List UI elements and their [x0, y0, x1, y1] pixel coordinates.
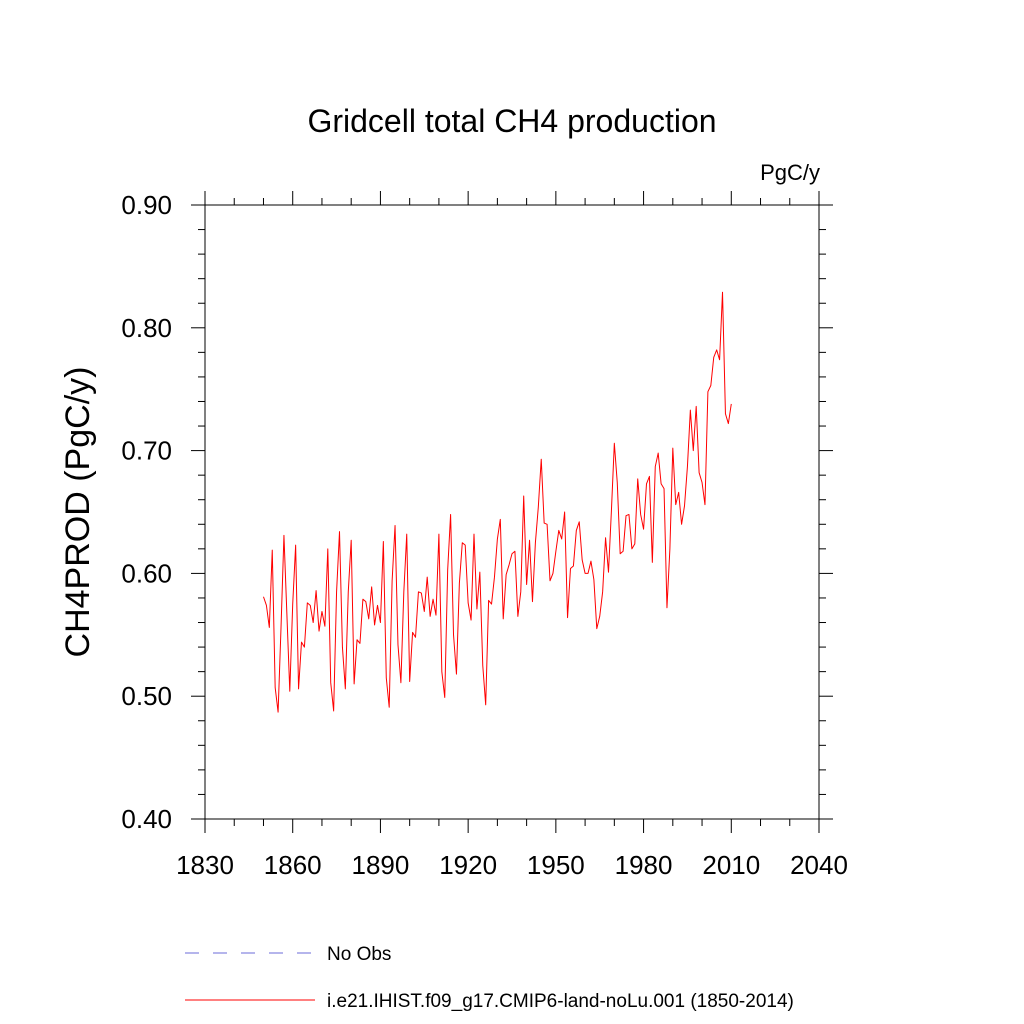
x-tick-label: 2040	[790, 850, 848, 880]
units-label: PgC/y	[760, 160, 820, 185]
y-tick-label: 0.40	[121, 804, 172, 834]
y-tick-labels: 0.40 0.50 0.60 0.70 0.80 0.90	[121, 190, 172, 834]
plot-frame	[204, 204, 820, 820]
chart-title: Gridcell total CH4 production	[307, 103, 716, 139]
y-tick-label: 0.60	[121, 558, 172, 588]
series-layer	[263, 291, 732, 713]
x-tick-label: 1830	[176, 850, 234, 880]
legend-label: i.e21.IHIST.f09_g17.CMIP6-land-noLu.001 …	[327, 991, 794, 1012]
y-tick-label: 0.50	[121, 681, 172, 711]
x-tick-label: 1950	[527, 850, 585, 880]
legend: No Obs i.e21.IHIST.f09_g17.CMIP6-land-noL…	[185, 944, 794, 1012]
series-line	[263, 291, 732, 713]
y-tick-label: 0.80	[121, 313, 172, 343]
x-tick-label: 1890	[352, 850, 410, 880]
y-axis-label: CH4PROD (PgC/y)	[59, 367, 97, 658]
y-tick-label: 0.70	[121, 436, 172, 466]
y-tick-label: 0.90	[121, 190, 172, 220]
x-tick-labels: 1830 1860 1890 1920 1950 1980 2010 2040	[176, 850, 848, 880]
x-tick-label: 1980	[615, 850, 673, 880]
legend-label: No Obs	[327, 944, 391, 965]
x-tick-label: 2010	[702, 850, 760, 880]
plot-axes	[191, 191, 833, 833]
x-tick-label: 1920	[439, 850, 497, 880]
x-tick-label: 1860	[264, 850, 322, 880]
